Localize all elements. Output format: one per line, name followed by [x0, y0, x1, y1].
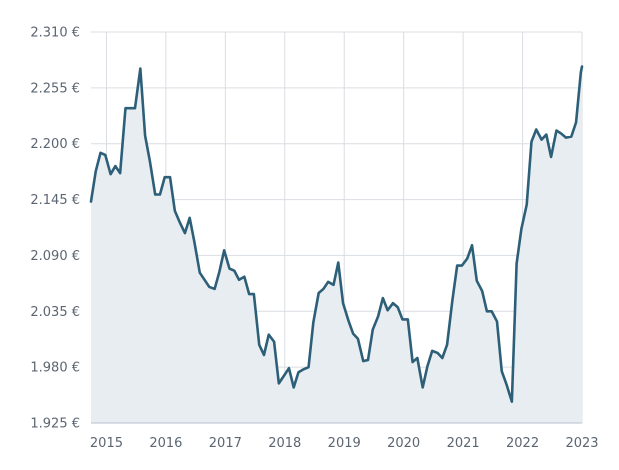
y-tick-label: 2.255 €: [30, 81, 80, 96]
series-line: [89, 65, 584, 403]
x-tick-label: 2016: [149, 436, 182, 451]
y-tick-label: 2.035 €: [30, 305, 80, 320]
y-axis-ticks: 1.925 € 1.980 € 2.035 € 2.090 € 2.145 € 2.200…: [30, 26, 80, 432]
x-tick-label: 2020: [387, 436, 420, 451]
x-tick-label: 2019: [328, 436, 361, 451]
x-axis-ticks: 2015 2016 2017 2018 2019 2020 2021 2022 2023: [90, 436, 599, 451]
x-tick-label: 2023: [565, 436, 598, 451]
x-tick-label: 2022: [506, 436, 539, 451]
x-tick-label: 2015: [90, 436, 123, 451]
series-area: [91, 66, 582, 423]
y-tick-label: 2.200 €: [30, 137, 80, 152]
y-tick-label: 1.925 €: [30, 417, 80, 432]
y-tick-label: 2.310 €: [30, 26, 80, 41]
x-tick-label: 2017: [209, 436, 242, 451]
line-layer: [89, 65, 584, 403]
y-tick-label: 1.980 €: [30, 361, 80, 376]
x-tick-label: 2021: [447, 436, 480, 451]
y-tick-label: 2.145 €: [30, 193, 80, 208]
y-tick-label: 2.090 €: [30, 249, 80, 264]
x-tick-label: 2018: [268, 436, 301, 451]
area-fill-layer: [91, 66, 582, 423]
